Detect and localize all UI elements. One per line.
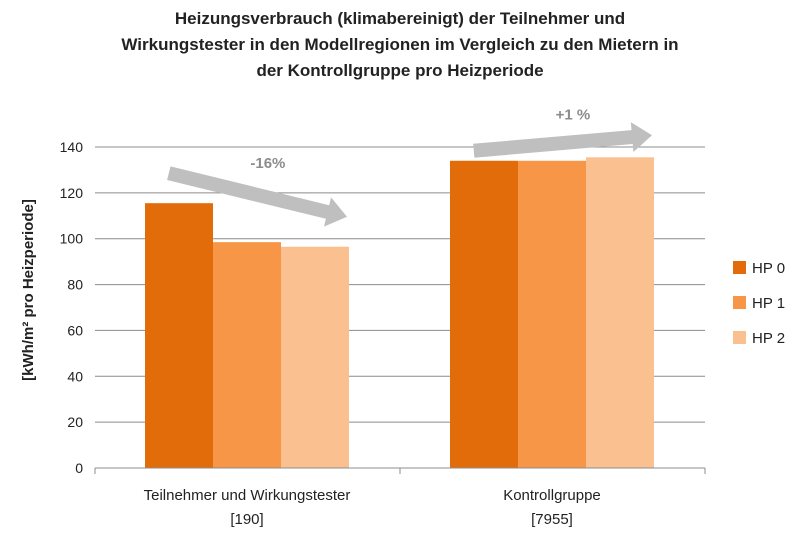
y-tick-label: 100: [60, 231, 84, 247]
x-category-label: Teilnehmer und Wirkungstester: [144, 487, 351, 504]
legend: HP 0 HP 1 HP 2: [733, 260, 785, 347]
bar-hp-1: [518, 160, 586, 468]
legend-entry: HP 1: [752, 295, 785, 312]
y-tick-label: 40: [67, 368, 83, 384]
legend-entry: HP 2: [752, 330, 785, 347]
bar-hp-2: [281, 246, 349, 468]
y-tick-label: 20: [67, 414, 83, 430]
trend-arrow: [167, 166, 347, 227]
bar-hp-0: [145, 203, 213, 469]
trend-annotations: -16% +1 %: [167, 106, 652, 227]
axes: 0 20 40 60 80 100 120 140 Teilnehmer und Wirkung…: [60, 139, 706, 528]
y-axis-label: [kWh/m² pro Heizperiode]: [20, 199, 37, 381]
x-category-label: [190]: [230, 511, 263, 528]
y-tick-label: 0: [75, 460, 83, 476]
trend-label: -16%: [250, 155, 285, 172]
legend-swatch: [733, 296, 746, 309]
chart-title-line: Heizungsverbrauch (klimabereinigt) der T…: [174, 9, 626, 28]
chart-title: Heizungsverbrauch (klimabereinigt) der T…: [40, 6, 760, 84]
bars: [145, 157, 654, 469]
legend-swatch: [733, 331, 746, 344]
bar-hp-1: [213, 242, 281, 468]
bar-hp-2: [586, 157, 654, 468]
chart-title-line: Wirkungstester in den Modellregionen im …: [121, 35, 679, 54]
legend-swatch: [733, 261, 746, 274]
legend-entry: HP 0: [752, 260, 785, 277]
trend-arrow: [473, 122, 652, 158]
y-tick-label: 80: [67, 277, 83, 293]
chart-title-line: der Kontrollgruppe pro Heizperiode: [256, 61, 544, 80]
trend-label: +1 %: [556, 106, 591, 123]
bar-hp-0: [450, 160, 518, 468]
y-tick-label: 60: [67, 322, 83, 338]
x-category-label: Kontrollgruppe: [503, 487, 601, 504]
x-category-label: [7955]: [531, 511, 573, 528]
y-tick-label: 140: [60, 139, 84, 155]
y-tick-label: 120: [60, 185, 84, 201]
